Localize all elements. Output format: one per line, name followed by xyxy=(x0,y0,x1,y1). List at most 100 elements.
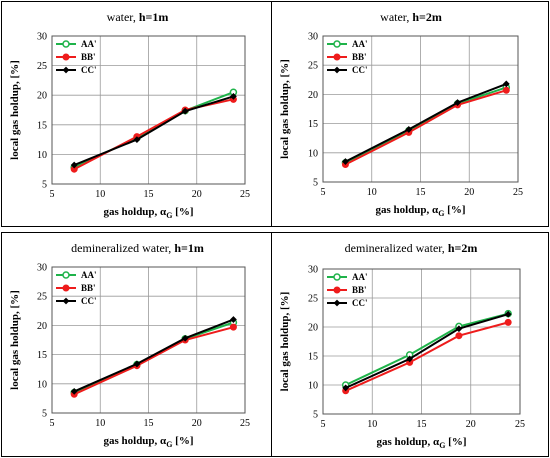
chart-svg: demineralized water, h=1m 5 10 15 20 25 5 10 15 2… xyxy=(9,241,250,449)
y-tick-label: 25 xyxy=(37,292,47,303)
y-tick-label: 20 xyxy=(37,91,47,102)
x-tick-label: 15 xyxy=(144,189,154,200)
x-axis-label: gas holdup, αG [%] xyxy=(103,435,193,449)
x-tick-label: 5 xyxy=(321,419,326,430)
y-tick-label: 30 xyxy=(308,32,318,43)
y-tick-label: 5 xyxy=(313,410,318,421)
y-tick-label: 15 xyxy=(308,119,318,130)
chart-title: water, h=2m xyxy=(380,10,442,24)
x-axis-label-unit: [%] xyxy=(445,436,466,448)
chart-title-prefix: demineralized water, xyxy=(71,241,174,255)
series-line xyxy=(345,313,509,389)
data-point xyxy=(454,99,461,106)
data-point xyxy=(504,318,512,326)
data-point xyxy=(70,387,78,395)
x-tick-label: 15 xyxy=(417,419,427,430)
legend-marker xyxy=(62,297,70,305)
data-point xyxy=(455,332,463,340)
data-point xyxy=(229,323,237,331)
plot-frame xyxy=(322,268,521,415)
legend-marker xyxy=(333,273,341,281)
x-tick-label: 10 xyxy=(367,187,377,198)
y-tick-label: 25 xyxy=(37,61,47,72)
chart-title-prefix: water, xyxy=(107,10,139,24)
legend-label: AA' xyxy=(352,272,368,282)
y-tick-label: 15 xyxy=(37,120,47,131)
plot-frame xyxy=(51,35,246,185)
data-point xyxy=(133,360,141,368)
chart-panel-demineralized-2m: demineralized water, h=2m 5 10 15 20 25 5 10 15 2… xyxy=(271,232,549,457)
x-tick-label: 25 xyxy=(240,189,250,200)
y-axis-label: local gas holdup, [%] xyxy=(279,59,291,159)
data-point xyxy=(342,158,349,165)
y-axis-label: local gas holdup, [%] xyxy=(9,290,21,390)
chart-panel-demineralized-1m: demineralized water, h=1m 5 10 15 20 25 5 10 15 2… xyxy=(1,232,272,457)
y-tick-label: 30 xyxy=(308,265,318,276)
x-tick-label: 10 xyxy=(95,189,105,200)
legend-marker xyxy=(333,40,341,48)
y-tick-label: 25 xyxy=(308,294,318,305)
y-tick-label: 10 xyxy=(37,150,47,161)
series-line xyxy=(345,312,509,386)
y-tick-label: 30 xyxy=(37,263,47,274)
y-tick-label: 5 xyxy=(313,178,318,189)
legend-label: BB' xyxy=(352,285,367,295)
x-tick-label: 5 xyxy=(321,187,326,198)
x-axis-label: gas holdup, αG [%] xyxy=(375,204,465,218)
y-tick-label: 5 xyxy=(42,409,47,420)
data-point xyxy=(230,92,237,100)
x-tick-label: 20 xyxy=(192,189,202,200)
chart-title-height: h=2m xyxy=(448,241,478,255)
legend-label: CC' xyxy=(352,65,368,75)
series-line xyxy=(344,89,507,166)
chart-panel-water-2m: water, h=2m 5 10 15 20 25 5 10 15 20 25 30 gas holdu… xyxy=(271,1,549,227)
data-point xyxy=(502,80,510,88)
x-tick-label: 20 xyxy=(192,418,202,429)
legend-label: CC' xyxy=(352,298,368,308)
x-tick-label: 25 xyxy=(513,187,523,198)
x-tick-label: 20 xyxy=(466,419,476,430)
legend-label: CC' xyxy=(81,296,97,306)
x-axis-label-main: gas holdup, α xyxy=(376,436,440,448)
y-tick-label: 10 xyxy=(308,381,318,392)
chart-svg: water, h=1m 5 10 15 20 25 5 10 15 20 25 30 gas holdu… xyxy=(9,10,250,220)
legend-label: BB' xyxy=(81,52,96,62)
x-axis-label-unit: [%] xyxy=(172,206,193,218)
y-tick-label: 5 xyxy=(42,180,47,191)
x-tick-label: 25 xyxy=(515,419,525,430)
legend-marker xyxy=(62,271,70,279)
y-tick-label: 10 xyxy=(308,148,318,159)
legend-marker xyxy=(333,299,341,307)
chart-title-height: h=2m xyxy=(412,10,442,24)
x-tick-label: 5 xyxy=(50,189,55,200)
legend-label: AA' xyxy=(81,39,97,49)
x-tick-label: 10 xyxy=(367,419,377,430)
data-point xyxy=(502,86,510,94)
chart-title-prefix: water, xyxy=(380,10,412,24)
chart-title: demineralized water, h=1m xyxy=(71,241,204,255)
legend-marker xyxy=(333,66,341,74)
data-point xyxy=(133,136,141,143)
y-tick-label: 30 xyxy=(37,32,47,43)
series-line xyxy=(344,82,507,163)
y-tick-label: 15 xyxy=(37,350,47,361)
x-tick-label: 20 xyxy=(464,187,474,198)
chart-title-prefix: demineralized water, xyxy=(345,241,448,255)
legend-marker xyxy=(333,53,341,61)
series-line xyxy=(73,318,234,393)
y-axis-label: local gas holdup, [%] xyxy=(9,60,21,160)
legend-label: CC' xyxy=(81,65,97,75)
legend-label: AA' xyxy=(81,270,97,280)
x-tick-label: 25 xyxy=(240,418,250,429)
x-axis-label-sub: G xyxy=(438,209,444,218)
data-point xyxy=(455,325,463,333)
data-point xyxy=(406,355,414,363)
data-point xyxy=(181,334,189,342)
data-point xyxy=(70,161,78,169)
plot-frame xyxy=(322,35,519,183)
legend-marker xyxy=(62,53,70,61)
x-axis-label-main: gas holdup, α xyxy=(103,435,167,447)
y-tick-label: 15 xyxy=(308,352,318,363)
series-line xyxy=(73,326,234,396)
chart-title: demineralized water, h=2m xyxy=(345,241,478,255)
